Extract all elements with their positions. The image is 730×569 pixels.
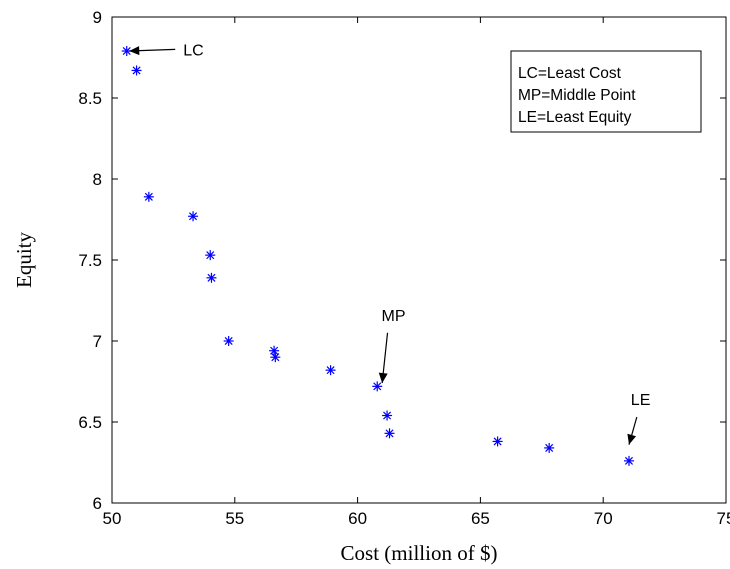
data-point (131, 65, 142, 76)
y-tick-label: 7 (93, 332, 102, 351)
data-point (544, 442, 555, 453)
x-tick-label: 50 (103, 509, 122, 528)
x-tick-label: 55 (225, 509, 244, 528)
annotation-label: LC (183, 42, 203, 59)
y-tick-label: 8.5 (78, 89, 102, 108)
x-tick-label: 75 (717, 509, 730, 528)
data-point (188, 211, 199, 222)
axis-ticks: 50 55 60 65 70 75 6 6.5 7 7.5 8 8.5 9 (78, 8, 730, 528)
y-tick-label: 7.5 (78, 251, 102, 270)
y-tick-label: 6.5 (78, 413, 102, 432)
annotation-lc: LC (129, 42, 204, 59)
data-point (325, 365, 336, 376)
annotation-label: LE (631, 392, 651, 409)
data-point (492, 436, 503, 447)
annotation-arrowhead (627, 433, 637, 445)
annotation-le: LE (627, 392, 650, 445)
data-point (223, 336, 234, 346)
data-point (205, 250, 216, 261)
data-point (384, 428, 395, 439)
legend-entry-le: LE=Least Equity (518, 109, 632, 126)
annotation-arrowhead (129, 46, 140, 56)
data-point (143, 191, 154, 202)
legend-entry-lc: LC=Least Cost (518, 65, 622, 82)
data-point (206, 272, 217, 283)
y-tick-label: 6 (93, 494, 102, 513)
x-tick-label: 60 (348, 509, 367, 528)
x-tick-label: 65 (471, 509, 490, 528)
x-axis-title: Cost (million of $) (341, 541, 498, 565)
data-point (382, 410, 393, 421)
annotation-mp: MP (378, 308, 406, 384)
annotations: LC MP LE (129, 42, 650, 445)
annotation-label: MP (382, 308, 406, 325)
data-point (372, 381, 383, 392)
annotation-arrowhead (378, 372, 388, 384)
legend-box (510, 50, 702, 133)
y-tick-label: 8 (93, 170, 102, 189)
data-point (269, 345, 280, 356)
x-tick-label: 70 (594, 509, 613, 528)
legend: LC=Least Cost MP=Middle Point LE=Least E… (510, 50, 702, 133)
data-point (270, 352, 281, 363)
legend-entry-mp: MP=Middle Point (518, 87, 636, 104)
y-tick-label: 9 (93, 8, 102, 27)
data-points (121, 46, 634, 466)
y-axis-title: Equity (12, 232, 36, 288)
data-point (623, 455, 634, 466)
